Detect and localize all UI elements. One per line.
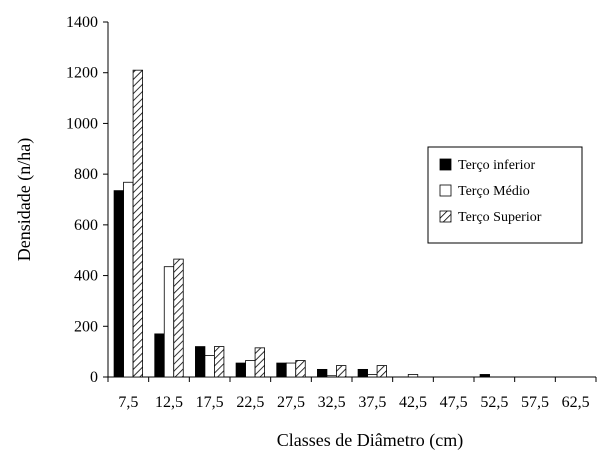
bar-3-22,5 (254, 347, 265, 378)
y-tick-label: 200 (74, 318, 98, 335)
bar-3-27,5 (295, 360, 306, 378)
bar-2-42,5 (407, 374, 419, 378)
bar-2-22,5 (245, 360, 256, 378)
x-tick-label: 27,5 (277, 394, 305, 411)
bar-1-12,5 (154, 333, 165, 378)
legend-label-3: Terço Superior (458, 210, 542, 225)
bar-2-37,5 (367, 374, 378, 378)
x-tick-label: 22,5 (236, 394, 264, 411)
legend-swatch-2 (439, 184, 452, 197)
bar-2-7,5 (123, 181, 134, 378)
bar-1-27,5 (276, 362, 287, 378)
x-tick-label: 57,5 (521, 394, 549, 411)
y-tick-label: 800 (74, 166, 98, 183)
y-axis-title: Densidade (n/ha) (14, 138, 35, 261)
x-axis-title: Classes de Diâmetro (cm) (277, 430, 463, 451)
bar-3-17,5 (214, 346, 225, 378)
bar-1-52,5 (479, 374, 490, 378)
legend-label-2: Terço Médio (458, 184, 530, 199)
bar-2-17,5 (204, 355, 215, 378)
bar-1-17,5 (195, 346, 206, 378)
y-tick-label: 0 (90, 369, 98, 386)
x-tick-label: 42,5 (399, 394, 427, 411)
bar-1-32,5 (317, 368, 328, 378)
bar-2-32,5 (326, 375, 337, 378)
x-tick-label: 52,5 (480, 394, 508, 411)
bar-3-12,5 (173, 258, 184, 378)
x-tick-label: 17,5 (196, 394, 224, 411)
x-tick-label: 7,5 (118, 394, 138, 411)
y-tick-label: 600 (74, 217, 98, 234)
x-tick-label: 37,5 (358, 394, 386, 411)
x-tick-label: 47,5 (440, 394, 468, 411)
bar-3-7,5 (132, 69, 143, 378)
x-tick-label: 62,5 (562, 394, 590, 411)
y-tick-label: 1200 (66, 65, 98, 82)
x-tick-label: 32,5 (318, 394, 346, 411)
bar-2-12,5 (163, 266, 175, 378)
bar-1-37,5 (357, 368, 368, 378)
legend-swatch-1 (439, 158, 452, 171)
legend-box (427, 146, 583, 244)
bar-1-7,5 (113, 190, 124, 378)
bar-3-37,5 (376, 365, 387, 378)
bar-2-27,5 (285, 362, 297, 378)
bar-1-22,5 (235, 362, 246, 378)
y-tick-label: 400 (74, 268, 98, 285)
x-tick-label: 12,5 (155, 394, 183, 411)
y-tick-label: 1400 (66, 14, 98, 31)
bar-3-32,5 (336, 365, 347, 378)
legend-label-1: Terço inferior (458, 158, 535, 173)
y-tick-label: 1000 (66, 115, 98, 132)
legend-swatch-3 (439, 210, 452, 223)
